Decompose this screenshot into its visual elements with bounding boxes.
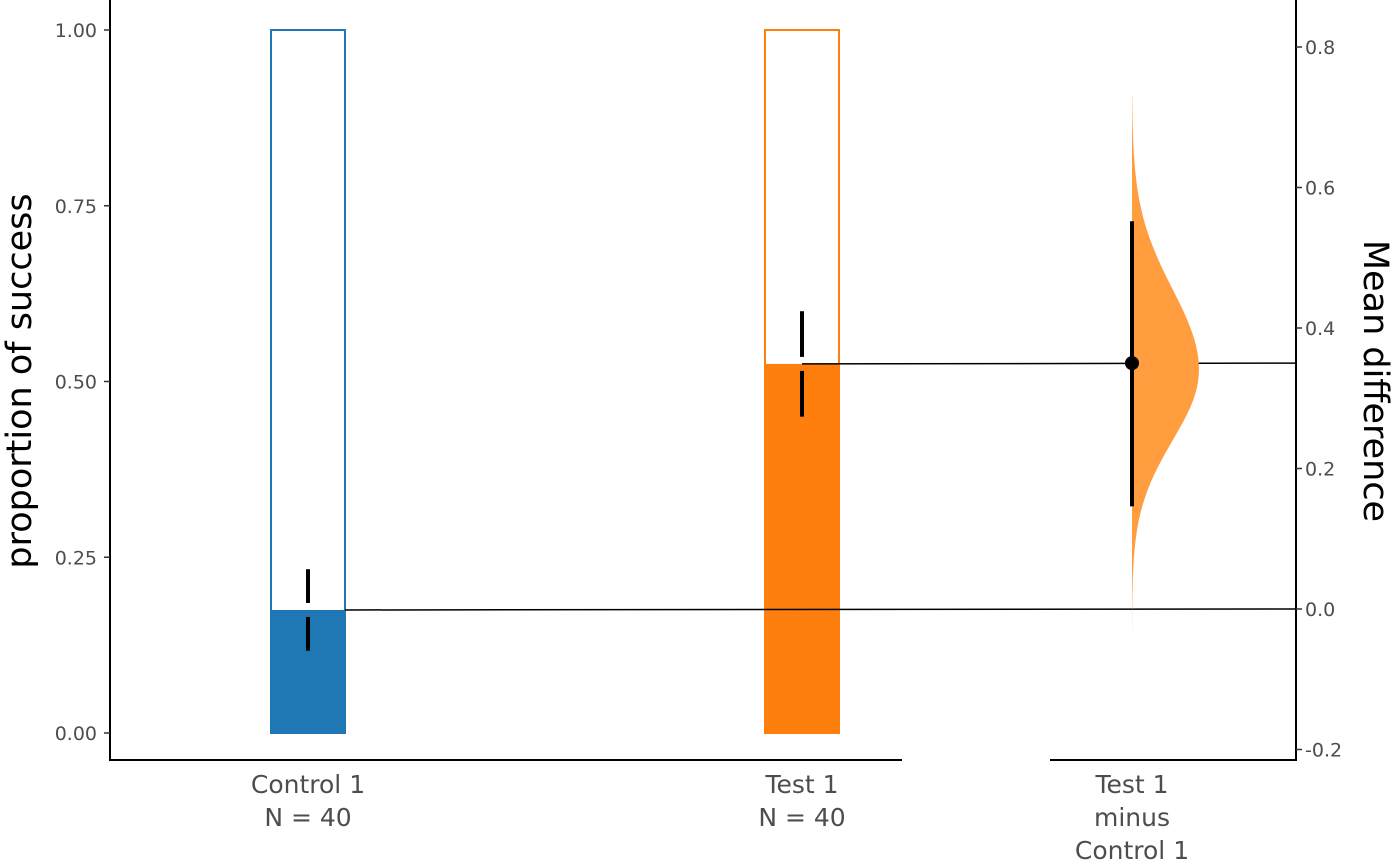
right-tick-label: 0.4 bbox=[1305, 318, 1335, 340]
left-tick-label: 1.00 bbox=[55, 20, 97, 42]
bar-fill-2 bbox=[764, 363, 840, 733]
reference-lines bbox=[344, 362, 1297, 611]
left-tick-label: 0.25 bbox=[55, 547, 97, 569]
right-tick-label: 0.2 bbox=[1305, 459, 1335, 481]
bars-layer bbox=[270, 29, 840, 734]
left-tick-label: 0.75 bbox=[55, 196, 97, 218]
left-axis-title: proportion of success bbox=[0, 193, 40, 568]
left-tick-label: 0.50 bbox=[55, 372, 97, 394]
right-tick-label: 0.8 bbox=[1305, 37, 1335, 59]
category-label-test: Test 1 bbox=[764, 770, 838, 799]
right-tick-label: 0.0 bbox=[1305, 599, 1335, 621]
difference-mean-point bbox=[1125, 356, 1139, 371]
error-bars-layer bbox=[306, 221, 1139, 651]
axes-layer bbox=[104, 0, 1302, 761]
reference-line-test bbox=[801, 362, 1297, 365]
left-tick-label: 0.00 bbox=[55, 723, 97, 745]
right-tick-label: -0.2 bbox=[1305, 740, 1342, 762]
category-label-control: N = 40 bbox=[264, 803, 351, 832]
category-label-test: N = 40 bbox=[758, 803, 845, 832]
reference-line-control bbox=[344, 608, 1297, 611]
category-label-difference: Test 1 bbox=[1094, 770, 1168, 799]
category-label-difference: minus bbox=[1094, 803, 1170, 832]
right-axis-title: Mean difference bbox=[1355, 240, 1395, 522]
difference-distribution-layer bbox=[1132, 96, 1199, 638]
category-label-control: Control 1 bbox=[251, 770, 365, 799]
right-tick-label: 0.6 bbox=[1305, 178, 1335, 200]
category-label-difference: Control 1 bbox=[1075, 836, 1189, 865]
difference-distribution bbox=[1132, 96, 1199, 638]
labels-layer: 0.00 0.25 0.50 0.75 1.00 -0.2 0.0 0.2 0.4 0.6 0.8 C… bbox=[0, 20, 1395, 865]
